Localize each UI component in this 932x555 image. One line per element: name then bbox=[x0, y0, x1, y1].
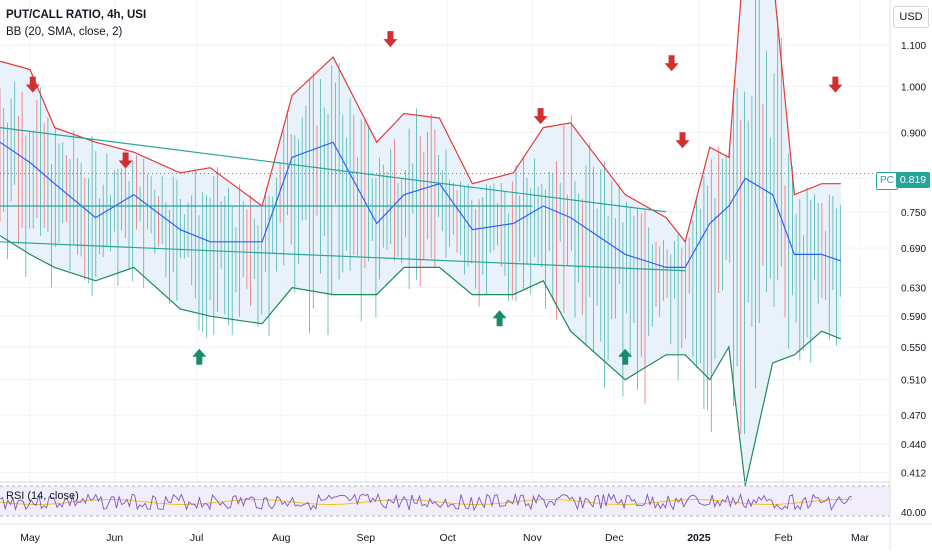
x-tick-label: Jun bbox=[106, 532, 123, 544]
rsi-line bbox=[0, 492, 853, 512]
arrow-down-icon bbox=[25, 76, 40, 93]
indicator-label: BB (20, SMA, close, 2) bbox=[6, 26, 123, 38]
x-tick-label: Aug bbox=[272, 532, 291, 544]
arrow-up-icon bbox=[192, 348, 207, 365]
price-axis bbox=[890, 0, 932, 550]
trendline bbox=[0, 127, 667, 213]
symbol-tag: PC bbox=[876, 172, 898, 190]
arrow-down-icon bbox=[533, 108, 548, 125]
y-tick-label: 0.550 bbox=[901, 343, 926, 354]
arrow-down-icon bbox=[675, 132, 690, 149]
arrow-down-icon bbox=[383, 31, 398, 48]
x-tick-label: Mar bbox=[851, 532, 870, 544]
y-tick-label: 0.630 bbox=[901, 284, 926, 295]
y-tick-label: 0.412 bbox=[901, 469, 926, 480]
chart-title: PUT/CALL RATIO, 4h, USI bbox=[6, 9, 147, 21]
arrow-up-icon bbox=[618, 348, 633, 365]
bars-group bbox=[0, 0, 841, 435]
y-tick-label: 0.470 bbox=[901, 411, 926, 422]
x-tick-label: Oct bbox=[440, 532, 456, 544]
x-tick-label: Feb bbox=[774, 532, 792, 544]
y-tick-label: 1.100 bbox=[901, 41, 926, 52]
y-tick-label: 0.750 bbox=[901, 208, 926, 219]
last-price-tag: 0.819 bbox=[896, 172, 930, 188]
rsi-ma-line bbox=[0, 499, 853, 505]
x-tick-label: Dec bbox=[605, 532, 624, 544]
x-tick-label: Sep bbox=[356, 532, 375, 544]
y-tick-label: 40.00 bbox=[901, 508, 926, 519]
lower-band-line bbox=[0, 235, 842, 486]
arrow-up-icon bbox=[492, 310, 507, 327]
y-tick-label: 0.900 bbox=[901, 128, 926, 139]
y-tick-label: 0.510 bbox=[901, 376, 926, 387]
rsi-legend: RSI (14, close) bbox=[6, 490, 79, 502]
y-tick-label: 0.440 bbox=[901, 440, 926, 451]
x-tick-label: 2025 bbox=[687, 532, 711, 544]
upper-band-line bbox=[0, 0, 841, 244]
x-tick-label: Nov bbox=[523, 532, 542, 544]
y-tick-label: 0.590 bbox=[901, 312, 926, 323]
arrow-down-icon bbox=[664, 55, 679, 72]
x-tick-label: May bbox=[20, 532, 41, 544]
arrow-down-icon bbox=[828, 76, 843, 93]
y-tick-label: 0.690 bbox=[901, 244, 926, 255]
currency-button[interactable]: USD bbox=[893, 6, 929, 28]
y-tick-label: 1.000 bbox=[901, 83, 926, 94]
arrow-down-icon bbox=[118, 152, 133, 169]
trendline bbox=[0, 241, 686, 272]
x-tick-label: Jul bbox=[190, 532, 203, 544]
chart-legend: PUT/CALL RATIO, 4h, USI BB (20, SMA, clo… bbox=[6, 7, 146, 41]
